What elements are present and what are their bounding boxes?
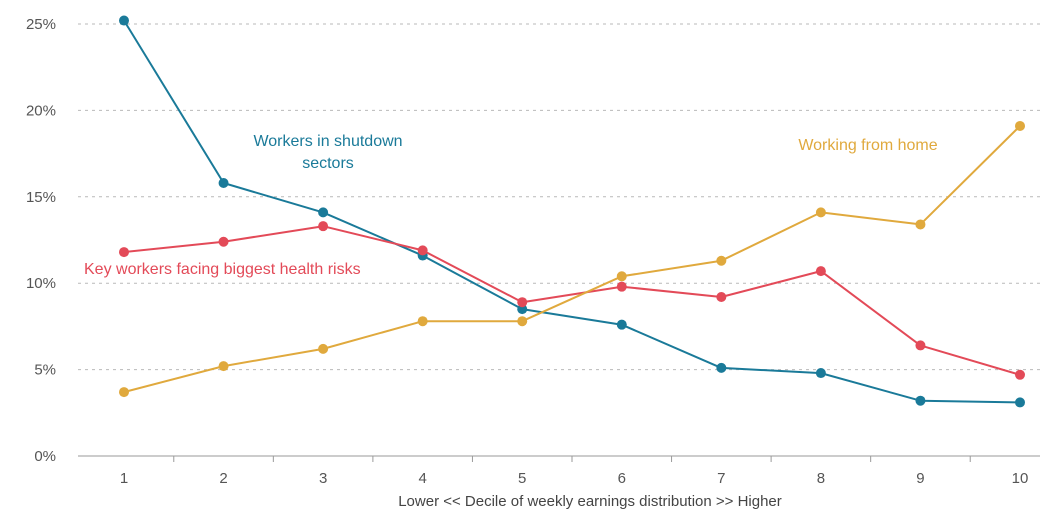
data-point <box>417 245 428 256</box>
series-line <box>123 225 1021 376</box>
data-point <box>915 219 926 230</box>
data-point <box>1015 397 1025 408</box>
series-label: Workers in shutdown <box>253 133 402 150</box>
data-point <box>517 297 528 308</box>
data-point <box>616 281 627 292</box>
x-tick-label: 3 <box>319 470 327 487</box>
series-label: sectors <box>302 155 354 172</box>
series-1 <box>119 15 1025 408</box>
series-2 <box>119 221 1025 380</box>
data-point <box>517 304 528 315</box>
series-label: Working from home <box>798 137 937 154</box>
data-point <box>915 340 926 351</box>
x-tick-label: 2 <box>219 470 227 487</box>
data-point <box>417 316 428 327</box>
series-line <box>123 125 1021 394</box>
series-line <box>123 19 1021 404</box>
series-lines <box>119 15 1025 408</box>
data-point <box>318 221 329 232</box>
data-point <box>815 266 826 277</box>
x-axis-title: Lower << Decile of weekly earnings distr… <box>398 493 782 510</box>
data-point <box>119 387 129 398</box>
y-tick-label: 10% <box>26 275 56 292</box>
series-labels: Workers in shutdown sectors Key workers fa… <box>84 133 938 278</box>
x-tick-label: 10 <box>1012 470 1029 487</box>
y-tick-label: 5% <box>34 362 56 379</box>
x-tick-label: 8 <box>817 470 825 487</box>
gridlines <box>78 23 1040 371</box>
data-point <box>318 207 329 218</box>
data-point <box>915 395 926 406</box>
y-tick-label: 0% <box>34 448 56 465</box>
data-point <box>716 292 727 303</box>
y-tick-label: 15% <box>26 189 56 206</box>
data-point <box>716 362 727 373</box>
y-tick-label: 20% <box>26 102 56 119</box>
data-point <box>119 15 129 26</box>
data-point <box>1015 369 1025 380</box>
x-tick-label: 1 <box>120 470 128 487</box>
data-point <box>218 177 229 188</box>
x-tick-label: 6 <box>618 470 626 487</box>
data-point <box>517 316 528 327</box>
data-point <box>815 207 826 218</box>
data-point <box>318 343 329 354</box>
x-tick-label: 4 <box>418 470 426 487</box>
data-point <box>1015 120 1025 131</box>
series-3 <box>119 120 1025 398</box>
data-point <box>616 319 627 330</box>
axes: 0% 5% 10% 15% 20% 25% 1 2 3 4 5 6 7 8 9 10 <box>26 16 1040 487</box>
x-tick-label: 7 <box>717 470 725 487</box>
data-point <box>119 247 129 258</box>
data-point <box>716 255 727 266</box>
y-tick-label: 25% <box>26 16 56 33</box>
data-point <box>815 368 826 379</box>
data-point <box>218 361 229 372</box>
data-point <box>218 236 229 247</box>
series-label: Key workers facing biggest health risks <box>84 261 361 278</box>
x-tick-label: 9 <box>916 470 924 487</box>
data-point <box>616 271 627 282</box>
x-tick-label: 5 <box>518 470 526 487</box>
